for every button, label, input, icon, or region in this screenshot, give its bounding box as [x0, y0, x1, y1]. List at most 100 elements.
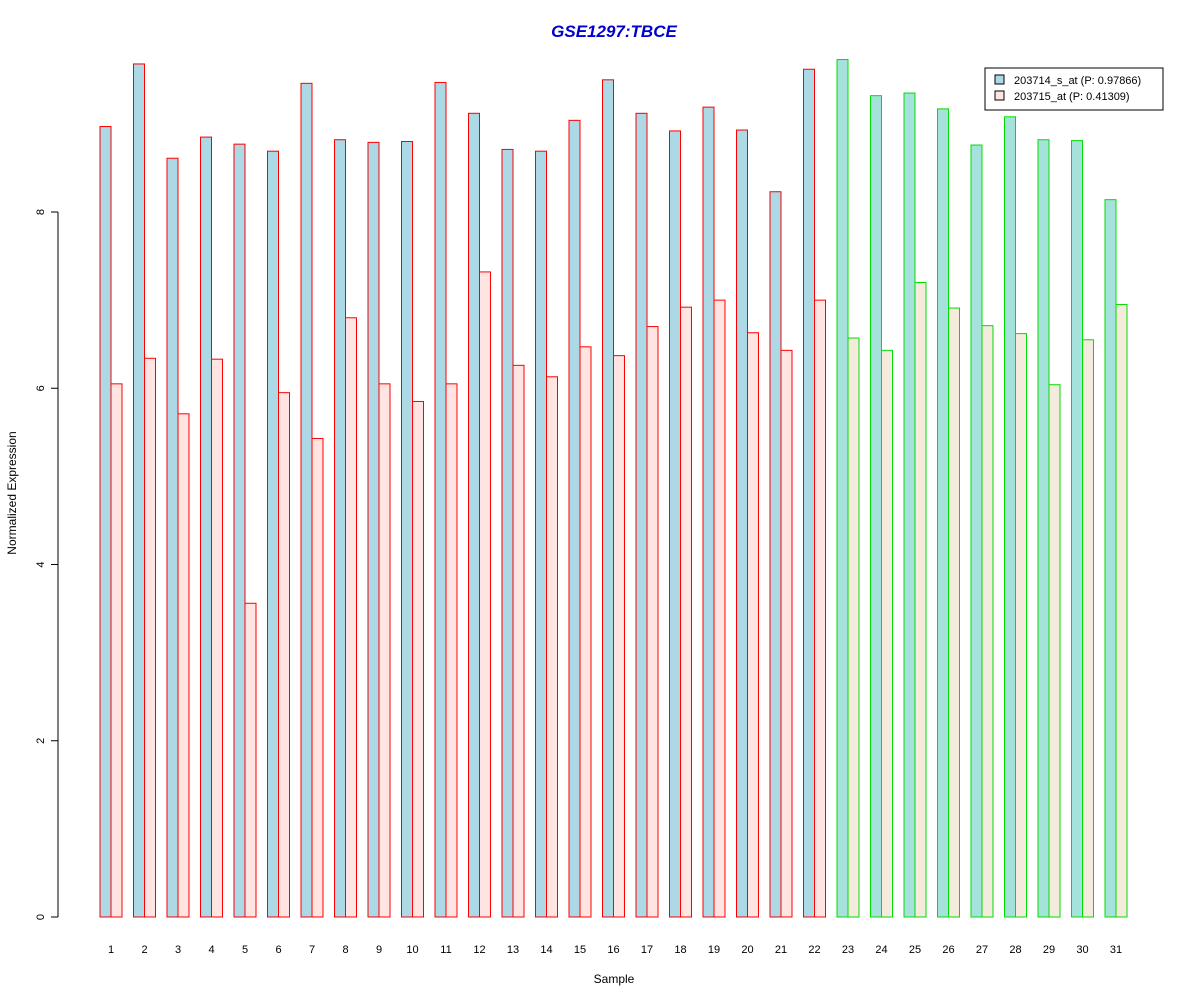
bar-s1-sample-27	[970, 144, 983, 918]
bar-s2-sample-15	[579, 346, 592, 918]
bar-s2-sample-5	[244, 602, 257, 918]
x-tick-label: 3	[175, 944, 181, 956]
bars	[99, 59, 1128, 918]
bar-s1-sample-25	[903, 92, 916, 918]
y-tick-label: 4	[35, 561, 47, 567]
x-tick-label: 24	[875, 944, 887, 956]
x-tick-label: 19	[708, 944, 720, 956]
legend-swatch-2	[994, 90, 1005, 101]
x-tick-label: 6	[275, 944, 281, 956]
bar-s1-sample-24	[870, 95, 882, 918]
bar-s1-sample-15	[568, 119, 581, 918]
x-tick-label: 14	[540, 944, 552, 956]
bar-s2-sample-2	[144, 357, 156, 918]
bar-s1-sample-8	[334, 139, 346, 918]
bar-s2-sample-12	[479, 271, 491, 918]
x-tick-label: 21	[775, 944, 787, 956]
bar-s2-sample-19	[713, 299, 726, 918]
bar-s2-sample-25	[914, 282, 927, 918]
bar-s2-sample-13	[512, 364, 525, 918]
bar-s1-sample-23	[836, 59, 849, 918]
bar-s2-sample-20	[747, 332, 759, 918]
y-tick-label: 6	[35, 385, 47, 391]
bar-s2-sample-17	[646, 326, 659, 918]
x-tick-label: 1	[108, 944, 114, 956]
y-tick-label: 0	[35, 914, 47, 920]
bar-s1-sample-5	[233, 143, 246, 918]
y-axis-label: Normalized Expression	[5, 431, 19, 554]
x-tick-label: 17	[641, 944, 653, 956]
bar-s1-sample-11	[434, 81, 447, 918]
x-tick-label: 9	[376, 944, 382, 956]
x-tick-label: 23	[842, 944, 854, 956]
x-tick-label: 7	[309, 944, 315, 956]
bar-s2-sample-28	[1015, 333, 1027, 918]
x-tick-label: 16	[607, 944, 619, 956]
bar-s2-sample-29	[1048, 384, 1061, 918]
bar-s2-sample-18	[680, 306, 692, 918]
bar-s2-sample-24	[881, 349, 893, 918]
x-tick-label: 31	[1110, 944, 1122, 956]
bar-s1-sample-22	[803, 68, 815, 918]
x-tick-label: 2	[141, 944, 147, 956]
bar-s2-sample-4	[211, 358, 223, 918]
x-tick-label: 18	[674, 944, 686, 956]
x-tick-label: 11	[440, 944, 451, 956]
bar-s1-sample-30	[1071, 140, 1083, 918]
legend: 203714_s_at (P: 0.97866) 203715_at (P: 0…	[984, 67, 1164, 111]
bar-s2-sample-7	[311, 437, 324, 918]
bar-s1-sample-14	[535, 150, 547, 918]
x-tick-label: 4	[208, 944, 214, 956]
bar-s2-sample-22	[814, 299, 826, 918]
bar-s1-sample-12	[468, 112, 480, 918]
x-tick-label: 13	[507, 944, 519, 956]
bar-s1-sample-16	[602, 79, 614, 918]
x-tick-label: 29	[1043, 944, 1055, 956]
bar-s1-sample-3	[166, 157, 179, 918]
bar-s1-sample-26	[937, 108, 949, 918]
bar-s2-sample-10	[412, 400, 424, 918]
x-tick-label: 27	[976, 944, 988, 956]
bar-s1-sample-28	[1004, 116, 1016, 918]
bar-s1-sample-31	[1104, 199, 1117, 918]
x-tick-label: 12	[473, 944, 485, 956]
legend-label-2: 203715_at (P: 0.41309)	[1014, 91, 1130, 103]
bar-s2-sample-26	[948, 307, 960, 918]
legend-box	[984, 67, 1164, 111]
bar-s2-sample-9	[378, 383, 391, 918]
bar-s1-sample-13	[501, 148, 514, 918]
bar-s1-sample-2	[133, 63, 145, 918]
bar-s1-sample-10	[401, 141, 413, 918]
bar-s2-sample-16	[613, 355, 625, 918]
bar-s1-sample-21	[769, 191, 782, 918]
y-tick-label: 2	[35, 738, 47, 744]
x-tick-label: 25	[909, 944, 921, 956]
bar-s1-sample-1	[99, 126, 112, 918]
bar-s2-sample-27	[981, 325, 994, 918]
x-tick-label: 10	[406, 944, 418, 956]
x-tick-label: 8	[342, 944, 348, 956]
x-tick-labels: 1 2 3 4 5 6 7 8 9 10 11 12 13 14 15 16 17 18 19 20 21 22 23 24 2…	[108, 944, 1122, 956]
bar-s2-sample-21	[780, 349, 793, 918]
y-axis: 0 2 4 6 8	[35, 209, 59, 920]
bar-s1-sample-6	[267, 150, 279, 918]
bar-s1-sample-4	[200, 136, 212, 918]
chart-title: GSE1297:TBCE	[551, 22, 677, 41]
bar-s1-sample-9	[367, 141, 380, 918]
legend-swatch-1	[994, 74, 1005, 85]
bar-s2-sample-1	[110, 383, 123, 918]
x-tick-label: 15	[574, 944, 586, 956]
bar-s2-sample-6	[278, 392, 290, 918]
bar-s2-sample-31	[1115, 304, 1128, 918]
bar-s1-sample-18	[669, 130, 681, 918]
x-tick-label: 22	[808, 944, 820, 956]
bar-s1-sample-17	[635, 112, 648, 918]
bar-s2-sample-8	[345, 317, 357, 918]
y-tick-label: 8	[35, 209, 47, 215]
bar-s2-sample-3	[177, 413, 190, 918]
bar-s1-sample-19	[702, 106, 715, 918]
x-tick-label: 28	[1009, 944, 1021, 956]
bar-s2-sample-14	[546, 376, 558, 918]
bar-s1-sample-20	[736, 129, 748, 918]
